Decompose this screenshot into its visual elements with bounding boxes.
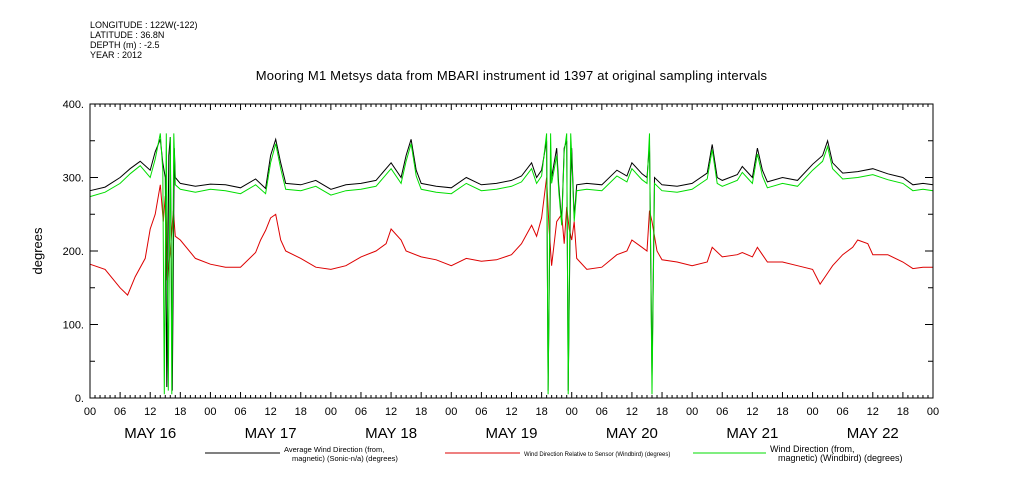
legend-label: Average Wind Direction (from, xyxy=(284,445,384,454)
x-tick-label: 12 xyxy=(385,406,397,418)
x-tick-label: 18 xyxy=(174,406,186,418)
x-tick-label: 06 xyxy=(596,406,608,418)
x-day-label: MAY 18 xyxy=(365,425,417,442)
x-tick-label: 00 xyxy=(806,406,818,418)
series-layer xyxy=(89,133,934,395)
longitude-label: LONGITUDE : 122W(-122) xyxy=(90,20,198,30)
x-tick-label: 18 xyxy=(295,406,307,418)
legend-label: magnetic) (Sonic-n/a) (degrees) xyxy=(292,454,398,463)
plot-frame xyxy=(89,103,934,399)
x-tick-label: 18 xyxy=(535,406,547,418)
y-axis-label: degrees xyxy=(30,227,45,274)
chart-title: Mooring M1 Metsys data from MBARI instru… xyxy=(255,68,768,83)
axes-layer: 0. 100. 200. 300. 400. 00 06 12 18 00 06 12 18 00 06 12… xyxy=(63,99,940,442)
x-tick-label: 00 xyxy=(84,406,96,418)
x-tick-label: 00 xyxy=(204,406,216,418)
x-tick-label: 12 xyxy=(265,406,277,418)
legend-label: Wind Direction Relative to Sensor (Windb… xyxy=(524,452,670,458)
metadata-block: LONGITUDE : 122W(-122) LATITUDE : 36.8N … xyxy=(90,20,198,60)
y-tick-label: 0. xyxy=(75,393,84,405)
x-tick-label: 12 xyxy=(746,406,758,418)
x-tick-label: 06 xyxy=(234,406,246,418)
y-tick-label: 400. xyxy=(63,99,84,111)
x-tick-label: 06 xyxy=(837,406,849,418)
x-tick-label: 18 xyxy=(776,406,788,418)
legend-label: Wind Direction (from, xyxy=(770,444,855,454)
x-day-label: MAY 19 xyxy=(486,425,538,442)
legend-label: magnetic) (Windbird) (degrees) xyxy=(778,453,903,463)
x-day-label: MAY 17 xyxy=(245,425,297,442)
x-tick-label: 00 xyxy=(445,406,457,418)
x-tick-label: 06 xyxy=(716,406,728,418)
x-tick-label: 18 xyxy=(415,406,427,418)
x-day-label: MAY 16 xyxy=(124,425,176,442)
x-tick-label: 00 xyxy=(686,406,698,418)
x-tick-label: 06 xyxy=(114,406,126,418)
y-tick-label: 100. xyxy=(63,320,84,332)
series-line-3 xyxy=(89,133,934,395)
x-tick-label: 12 xyxy=(505,406,517,418)
latitude-label: LATITUDE : 36.8N xyxy=(90,30,165,40)
x-tick-label: 00 xyxy=(566,406,578,418)
x-day-label: MAY 20 xyxy=(606,425,658,442)
x-tick-label: 12 xyxy=(867,406,879,418)
x-day-label: MAY 21 xyxy=(726,425,778,442)
year-label: YEAR : 2012 xyxy=(90,50,143,60)
x-day-label: MAY 22 xyxy=(847,425,899,442)
legend: Average Wind Direction (from,magnetic) (… xyxy=(205,444,903,463)
series-line-1 xyxy=(89,137,934,391)
y-tick-label: 200. xyxy=(63,246,84,258)
x-tick-label: 06 xyxy=(355,406,367,418)
y-tick-label: 300. xyxy=(63,173,84,185)
x-tick-label: 18 xyxy=(656,406,668,418)
series-line-2 xyxy=(89,177,933,296)
x-tick-label: 18 xyxy=(897,406,909,418)
x-tick-label: 12 xyxy=(626,406,638,418)
x-tick-label: 00 xyxy=(927,406,939,418)
x-tick-label: 00 xyxy=(325,406,337,418)
x-tick-label: 06 xyxy=(475,406,487,418)
x-tick-label: 12 xyxy=(144,406,156,418)
depth-label: DEPTH (m) : -2.5 xyxy=(90,40,160,50)
